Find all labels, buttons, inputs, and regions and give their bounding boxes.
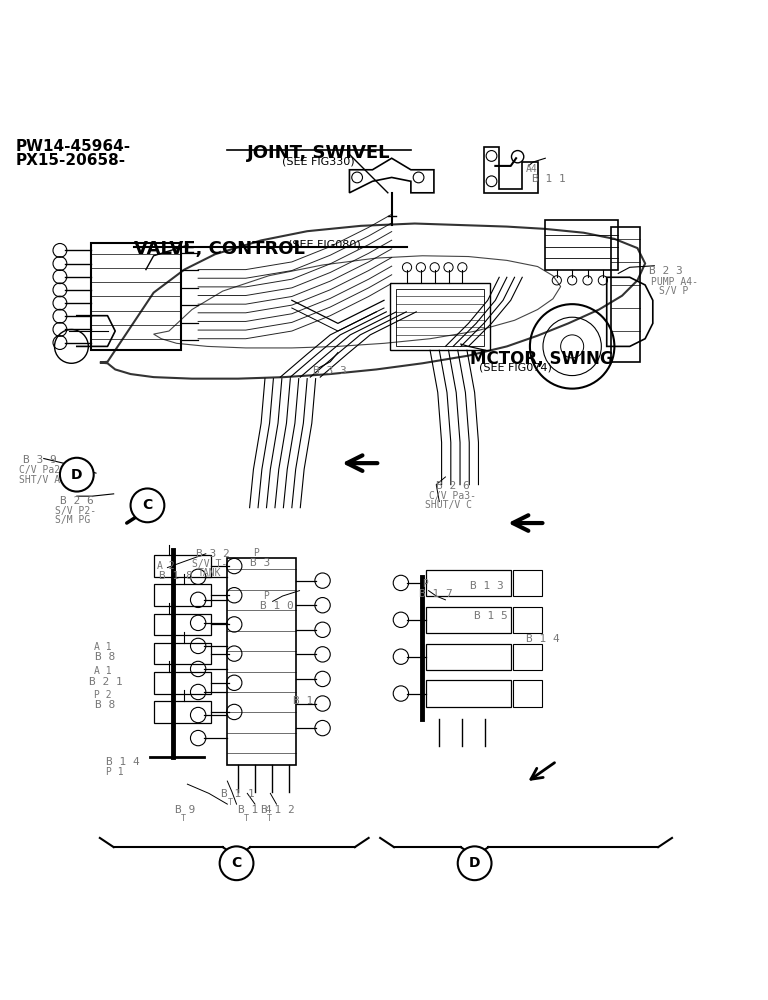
Bar bbox=[513, 644, 542, 670]
Text: B 1 4: B 1 4 bbox=[526, 634, 560, 644]
Bar bbox=[426, 680, 511, 707]
Text: P: P bbox=[263, 591, 269, 601]
Text: B 3 2: B 3 2 bbox=[196, 549, 230, 559]
Text: B 1 1: B 1 1 bbox=[221, 789, 255, 799]
Text: D: D bbox=[469, 856, 480, 870]
Bar bbox=[154, 643, 211, 664]
Text: B 1: B 1 bbox=[293, 696, 313, 706]
Circle shape bbox=[131, 488, 164, 522]
Bar bbox=[611, 227, 640, 362]
Bar bbox=[227, 558, 296, 765]
Bar bbox=[513, 680, 542, 707]
Text: B 3 3: B 3 3 bbox=[313, 366, 347, 376]
Text: C/V Pa3-: C/V Pa3- bbox=[429, 491, 475, 501]
Text: B 2 6: B 2 6 bbox=[60, 496, 94, 506]
Text: SHUT/V C: SHUT/V C bbox=[425, 500, 472, 510]
Text: PUMP A4-: PUMP A4- bbox=[651, 277, 698, 287]
Circle shape bbox=[458, 846, 492, 880]
Bar bbox=[513, 570, 542, 596]
Text: (SEE FIG330): (SEE FIG330) bbox=[283, 157, 355, 167]
Text: B 2 6: B 2 6 bbox=[436, 481, 470, 491]
Text: B 1 5: B 1 5 bbox=[474, 611, 508, 621]
Text: P: P bbox=[422, 579, 429, 589]
Text: S/M PG: S/M PG bbox=[55, 515, 91, 525]
Text: B 8: B 8 bbox=[95, 700, 115, 710]
Bar bbox=[426, 644, 511, 670]
Bar bbox=[513, 607, 542, 633]
Text: B 9: B 9 bbox=[175, 805, 195, 815]
Bar bbox=[154, 701, 211, 723]
Text: D: D bbox=[71, 468, 82, 482]
Bar bbox=[426, 570, 511, 596]
Text: P 1: P 1 bbox=[106, 767, 124, 777]
Text: B 2 3: B 2 3 bbox=[649, 266, 683, 276]
Text: B 3 9: B 3 9 bbox=[23, 455, 57, 465]
Text: S/V P: S/V P bbox=[659, 286, 688, 296]
Text: (SEE FIG080): (SEE FIG080) bbox=[288, 240, 361, 250]
Text: VALVE, CONTROL: VALVE, CONTROL bbox=[134, 240, 305, 258]
Text: S/V P2-: S/V P2- bbox=[55, 506, 97, 516]
Bar bbox=[154, 614, 211, 635]
Text: B 1 2: B 1 2 bbox=[261, 805, 295, 815]
Text: T: T bbox=[227, 798, 233, 807]
Text: B 1 1: B 1 1 bbox=[532, 174, 566, 184]
Text: SHT/V A: SHT/V A bbox=[19, 475, 61, 485]
Text: A4: A4 bbox=[526, 164, 538, 174]
Bar bbox=[390, 283, 490, 350]
Bar bbox=[154, 584, 211, 606]
Text: T: T bbox=[181, 814, 187, 823]
Text: B 1 4: B 1 4 bbox=[106, 757, 140, 767]
Text: P: P bbox=[253, 548, 260, 558]
Text: B 3: B 3 bbox=[250, 558, 270, 568]
Text: B 1 3: B 1 3 bbox=[470, 581, 504, 591]
Circle shape bbox=[220, 846, 253, 880]
Text: T: T bbox=[267, 814, 273, 823]
Text: B 1 4: B 1 4 bbox=[238, 805, 272, 815]
Bar bbox=[154, 672, 211, 694]
Text: C: C bbox=[142, 498, 153, 512]
Text: TANK: TANK bbox=[197, 568, 221, 578]
Bar bbox=[154, 555, 211, 577]
Text: B 2 1: B 2 1 bbox=[89, 677, 123, 687]
Text: C: C bbox=[231, 856, 242, 870]
Text: MCTOR, SWING: MCTOR, SWING bbox=[470, 350, 614, 368]
Circle shape bbox=[60, 458, 94, 492]
Text: T: T bbox=[244, 814, 250, 823]
Bar bbox=[545, 220, 618, 270]
Text: A 2: A 2 bbox=[157, 561, 175, 571]
Text: P 2: P 2 bbox=[94, 690, 111, 700]
Bar bbox=[426, 607, 511, 633]
Bar bbox=[396, 289, 484, 346]
Text: (SEE FIG074): (SEE FIG074) bbox=[479, 363, 552, 373]
Text: B 8: B 8 bbox=[95, 652, 115, 662]
Text: S/V T-: S/V T- bbox=[192, 559, 227, 569]
Text: A 1: A 1 bbox=[94, 666, 111, 676]
Text: B 1 7: B 1 7 bbox=[419, 589, 453, 599]
Text: A 1: A 1 bbox=[94, 642, 111, 652]
Text: B 1 8: B 1 8 bbox=[159, 571, 193, 581]
Text: JOINT, SWIVEL: JOINT, SWIVEL bbox=[247, 144, 390, 162]
Text: PX15-20658-: PX15-20658- bbox=[15, 153, 125, 168]
Bar bbox=[91, 243, 181, 350]
Text: B 1 0: B 1 0 bbox=[260, 601, 293, 611]
Text: PW14-45964-: PW14-45964- bbox=[15, 139, 131, 154]
Text: C/V Pa2-: C/V Pa2- bbox=[19, 465, 66, 475]
